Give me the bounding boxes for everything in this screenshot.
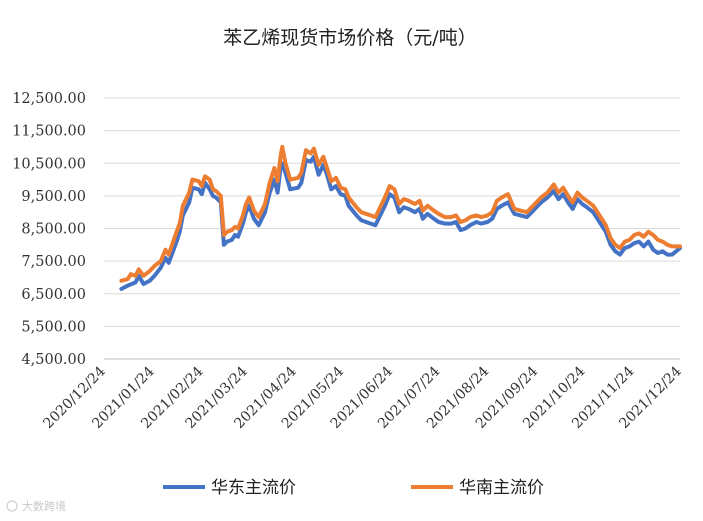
- series-line-1: [119, 144, 682, 283]
- legend-label-1: 华南主流价: [459, 478, 544, 498]
- watermark-text: 大数跨境: [22, 499, 66, 513]
- chart-title: 苯乙烯现货市场价格（元/吨）: [223, 27, 476, 49]
- y-tick-label: 9,500.00: [21, 189, 86, 205]
- gridlines: [104, 97, 680, 360]
- y-tick-label: 11,500.00: [12, 124, 86, 140]
- y-tick-label: 7,500.00: [21, 254, 86, 270]
- watermark-logo-icon: [6, 500, 18, 512]
- watermark: 大数跨境: [6, 499, 66, 513]
- y-tick-label: 6,500.00: [21, 287, 86, 303]
- legend: 华东主流价 华南主流价: [163, 478, 544, 498]
- series-line-0: [119, 154, 682, 291]
- y-axis: 4,500.00 5,500.00 6,500.00 7,500.00 8,500.00…: [12, 91, 86, 368]
- legend-label-0: 华东主流价: [211, 478, 296, 498]
- y-tick-label: 12,500.00: [12, 91, 86, 107]
- x-axis: 2020/12/242021/01/242021/02/242021/03/24…: [40, 363, 684, 431]
- y-tick-label: 8,500.00: [21, 222, 86, 238]
- y-tick-label: 4,500.00: [21, 352, 86, 368]
- y-tick-label: 10,500.00: [12, 156, 86, 172]
- series-lines: [119, 144, 682, 291]
- y-tick-label: 5,500.00: [21, 319, 86, 335]
